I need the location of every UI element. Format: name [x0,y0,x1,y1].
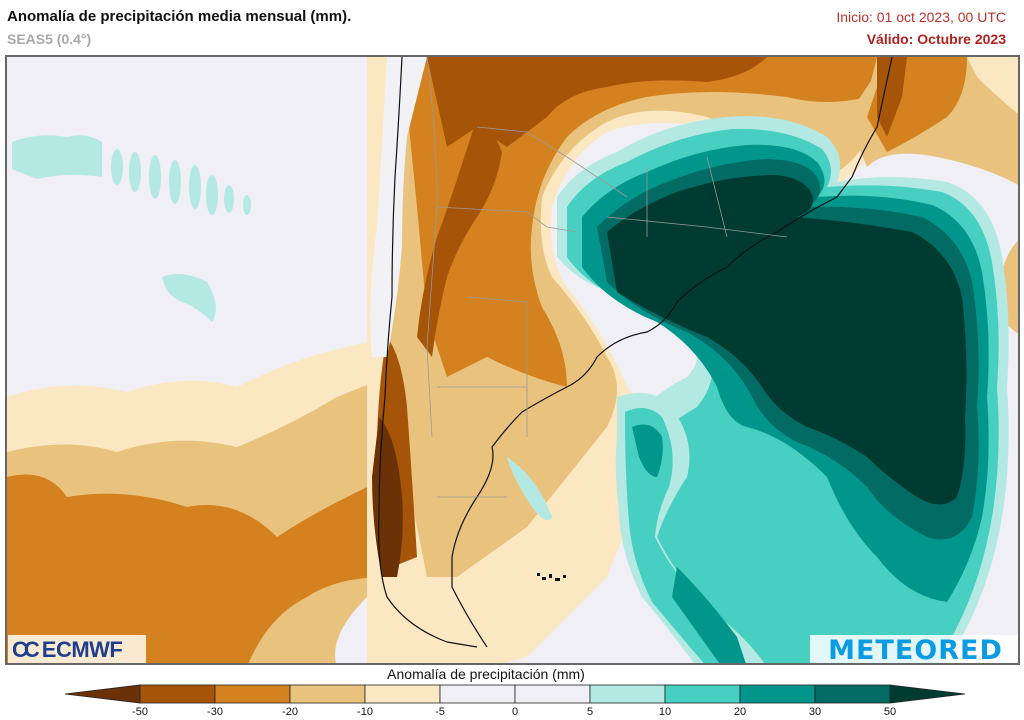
meteored-logo: METEORED [810,635,1018,663]
tick-label: 10 [658,706,672,718]
tick-label: 50 [883,706,897,718]
colorbar [64,684,966,704]
tick-label: -30 [207,706,223,718]
tick-label: 5 [586,706,594,718]
init-date: Inicio: 01 oct 2023, 00 UTC [836,9,1006,25]
precipitation-anomaly-map: CC ECMWF METEORED [5,55,1020,665]
ecmwf-logo: CC ECMWF [8,635,146,663]
tick-label: -10 [357,706,373,718]
tick-label: 30 [808,706,822,718]
tick-label: -5 [435,706,445,718]
tick-label: 0 [511,706,519,718]
model-subtitle: SEAS5 (0.4°) [7,31,92,47]
colorbar-title: Anomalía de precipitación (mm) [387,666,585,682]
tick-label: -50 [132,706,148,718]
ecmwf-mark-icon: CC [12,637,40,662]
colorbar-ticks: -50 -30 -20 -10 -5 0 5 10 20 30 50 [0,706,1024,720]
map-fill [7,57,1018,663]
map-title: Anomalía de precipitación media mensual … [7,8,352,25]
valid-period: Válido: Octubre 2023 [866,31,1006,47]
tick-label: 20 [733,706,747,718]
tick-label: -20 [282,706,298,718]
